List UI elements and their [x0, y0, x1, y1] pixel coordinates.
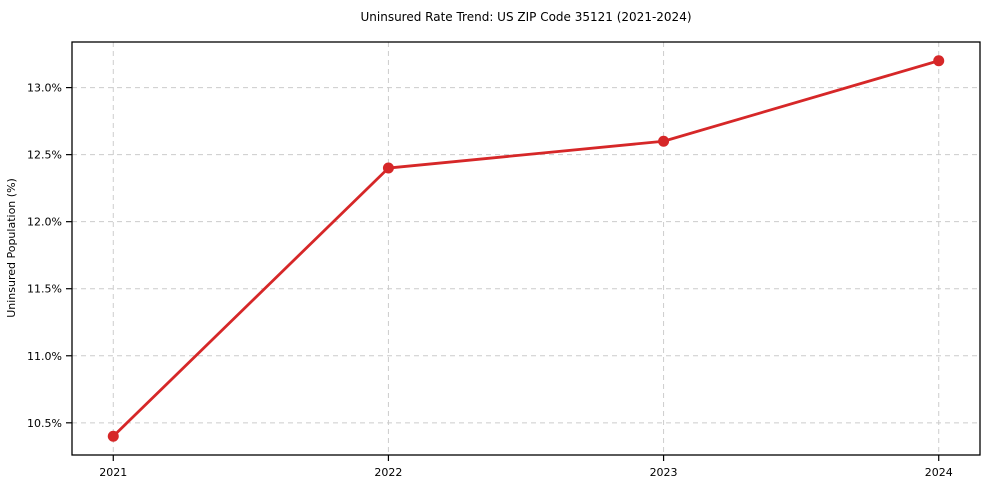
axis-ticks: 10.5% 11.0% 11.5% 12.0% 12.5% 13.0% 2021 2022 20… [27, 82, 953, 479]
y-tick-label: 10.5% [27, 417, 62, 430]
x-tick-label: 2022 [374, 466, 402, 479]
y-tick-label: 11.5% [27, 283, 62, 296]
y-axis-label: Uninsured Population (%) [5, 178, 18, 318]
y-tick-label: 12.0% [27, 216, 62, 229]
line-series [107, 55, 945, 442]
y-tick-label: 11.0% [27, 350, 62, 363]
x-tick-label: 2024 [925, 466, 953, 479]
y-tick-label: 12.5% [27, 149, 62, 162]
data-point-marker [658, 135, 670, 147]
y-tick-label: 13.0% [27, 82, 62, 95]
trend-line [111, 59, 941, 438]
x-tick-label: 2023 [650, 466, 678, 479]
data-point-marker [107, 430, 119, 442]
chart-title: Uninsured Rate Trend: US ZIP Code 35121 … [360, 10, 691, 24]
x-tick-label: 2021 [99, 466, 127, 479]
data-point-marker [382, 162, 394, 174]
gridlines [72, 42, 980, 455]
data-point-marker [933, 55, 945, 67]
plot-border [71, 41, 981, 456]
